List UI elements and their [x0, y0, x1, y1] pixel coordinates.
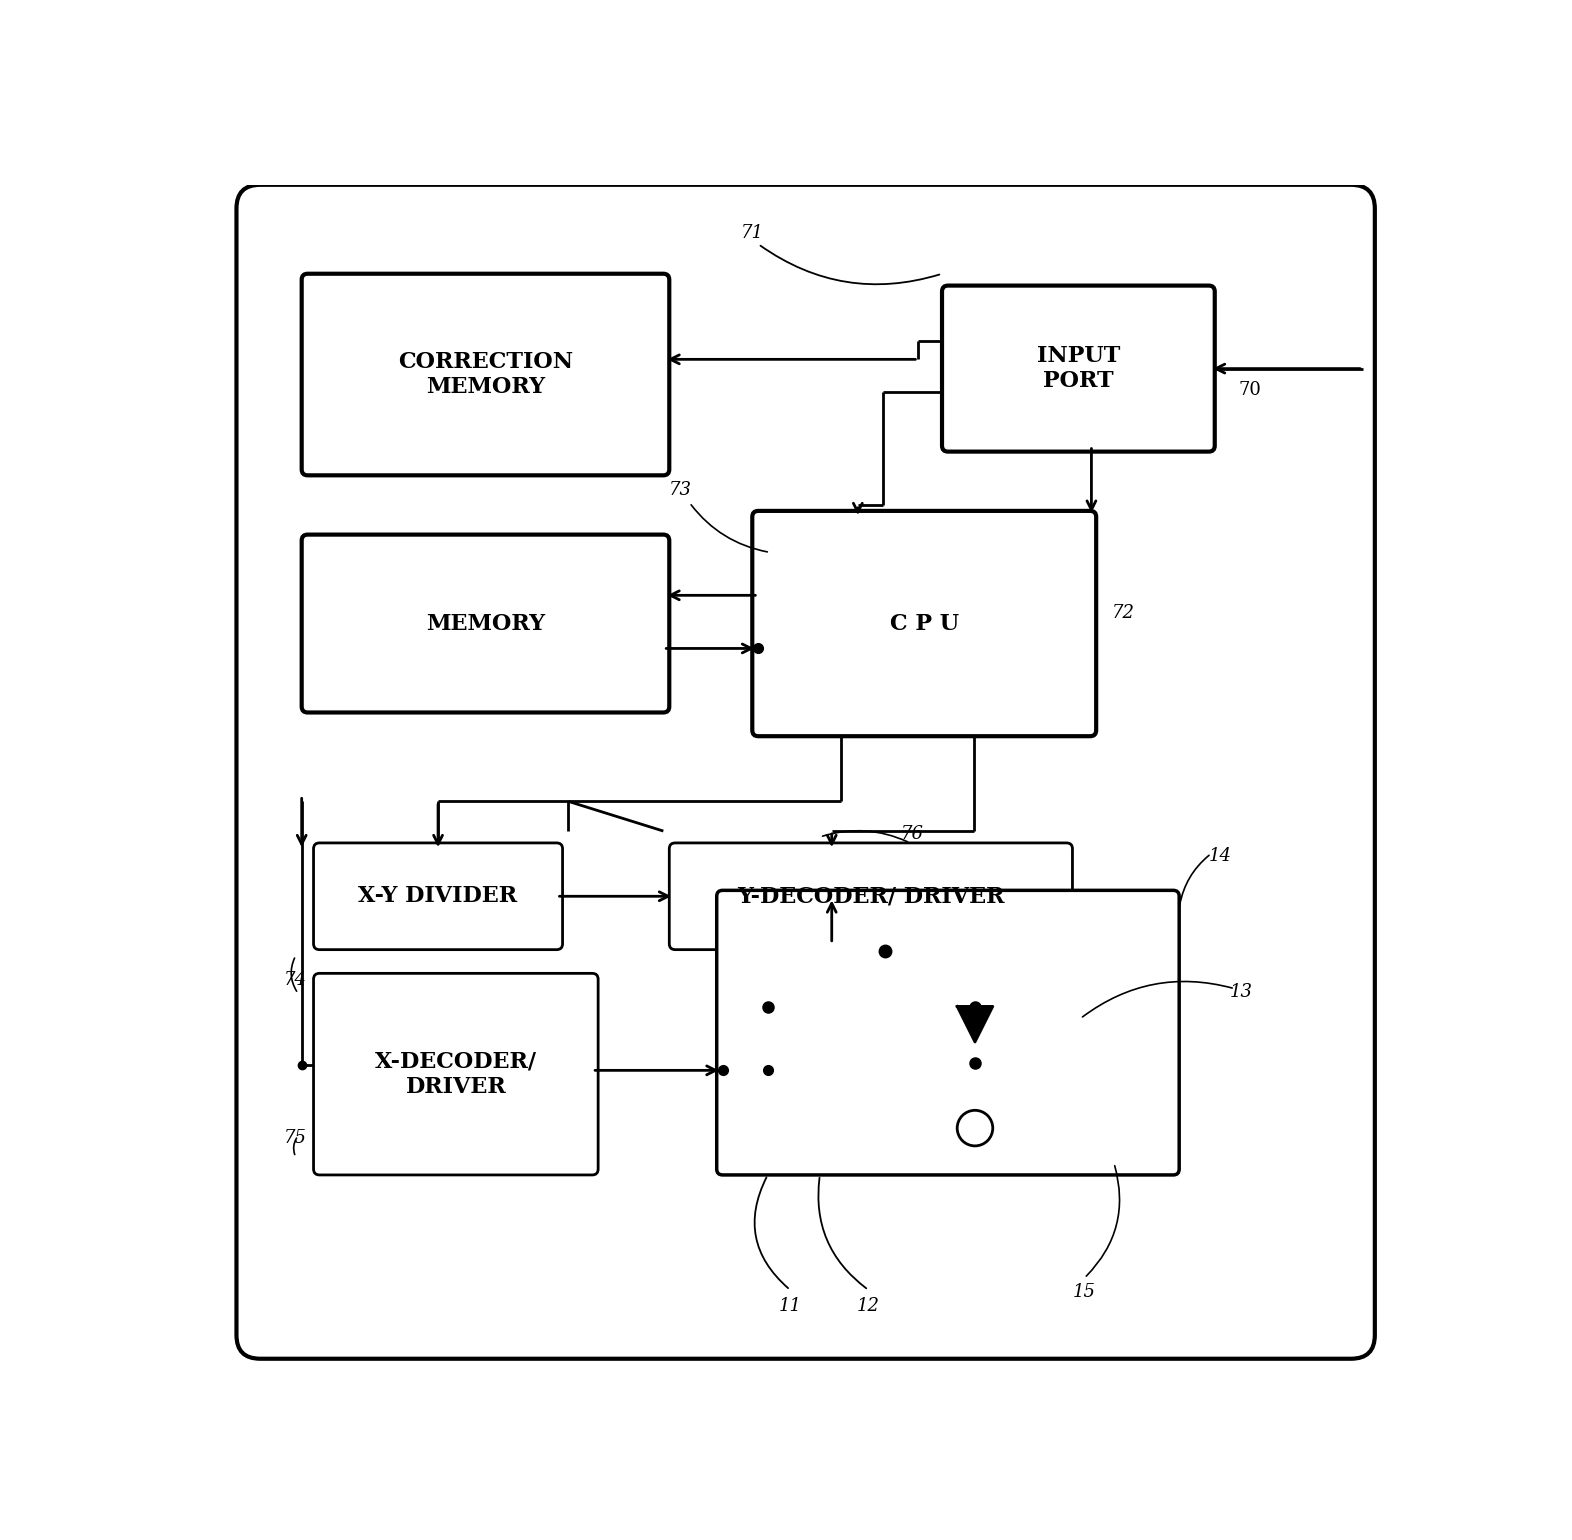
Text: 74: 74 [285, 972, 307, 989]
FancyBboxPatch shape [717, 890, 1179, 1175]
Text: 73: 73 [670, 482, 692, 499]
FancyBboxPatch shape [236, 185, 1376, 1358]
FancyBboxPatch shape [302, 534, 670, 713]
Text: 72: 72 [1111, 604, 1135, 622]
FancyBboxPatch shape [313, 973, 597, 1175]
Text: X-Y DIVIDER: X-Y DIVIDER [358, 885, 517, 907]
FancyBboxPatch shape [942, 285, 1215, 451]
Text: 15: 15 [1072, 1283, 1096, 1301]
Text: 12: 12 [857, 1297, 880, 1315]
Text: 75: 75 [285, 1129, 307, 1147]
FancyBboxPatch shape [313, 842, 563, 950]
Text: X-DECODER/
DRIVER: X-DECODER/ DRIVER [374, 1050, 538, 1098]
Polygon shape [957, 1007, 994, 1043]
Text: MEMORY: MEMORY [426, 613, 545, 634]
Text: CORRECTION
MEMORY: CORRECTION MEMORY [398, 351, 574, 399]
Text: 14: 14 [1209, 847, 1232, 864]
FancyBboxPatch shape [670, 842, 1072, 950]
FancyBboxPatch shape [753, 511, 1096, 736]
Text: 11: 11 [778, 1297, 802, 1315]
FancyBboxPatch shape [302, 274, 670, 476]
Text: C P U: C P U [890, 613, 959, 634]
Text: Y-DECODER/ DRIVER: Y-DECODER/ DRIVER [737, 885, 1005, 907]
Text: 71: 71 [740, 225, 764, 242]
Text: 76: 76 [901, 825, 923, 844]
Text: INPUT
PORT: INPUT PORT [1036, 345, 1121, 393]
Text: 70: 70 [1239, 380, 1261, 399]
Text: 13: 13 [1231, 983, 1253, 1001]
